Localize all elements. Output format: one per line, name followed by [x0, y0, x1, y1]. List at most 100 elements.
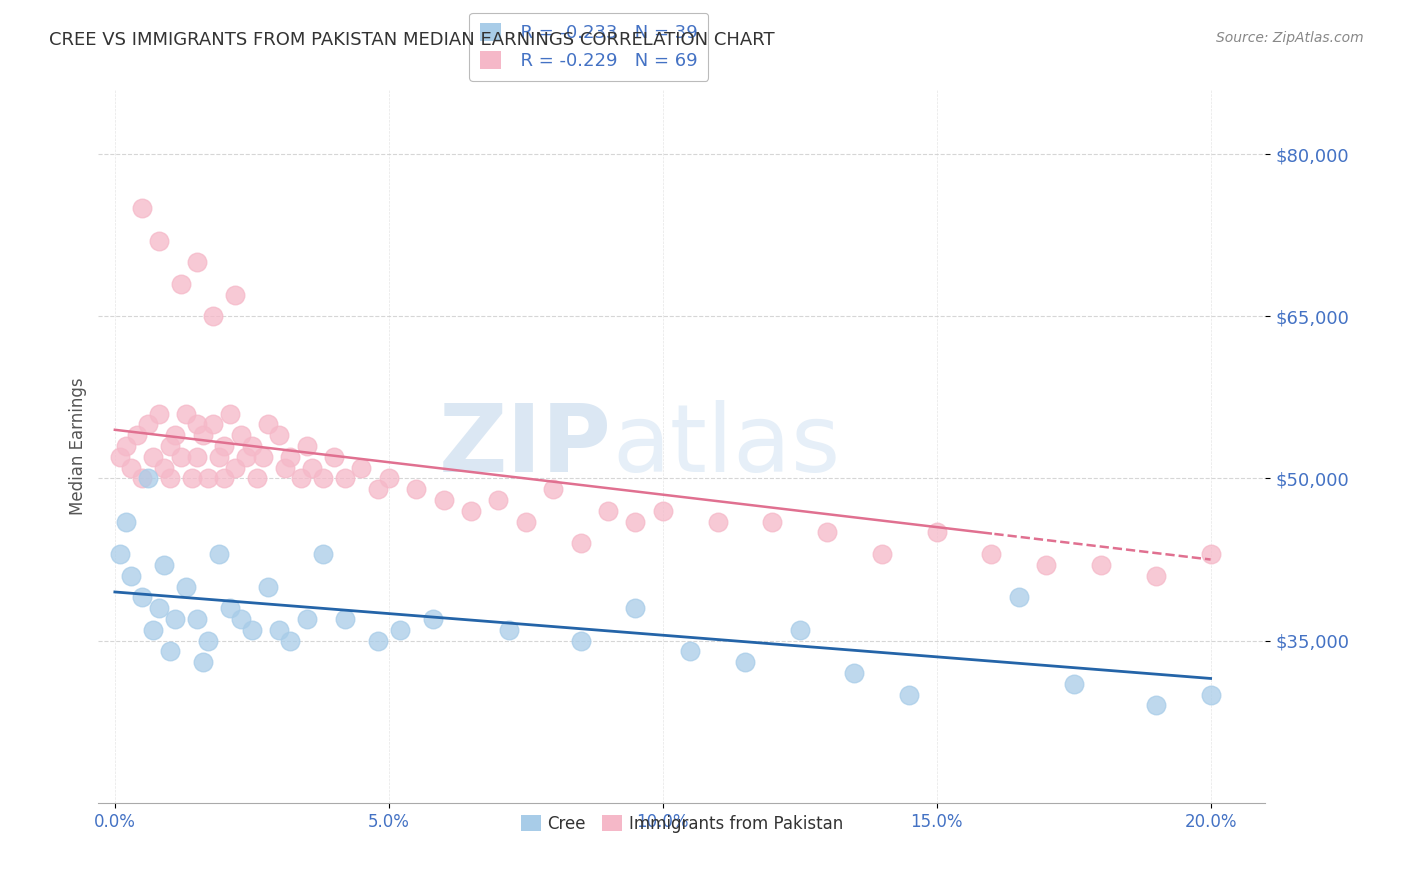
Point	[980, 547, 1002, 561]
Text: Source: ZipAtlas.com: Source: ZipAtlas.com	[1216, 31, 1364, 45]
Point	[191, 428, 214, 442]
Point	[224, 287, 246, 301]
Point	[114, 515, 136, 529]
Point	[202, 310, 225, 324]
Point	[515, 515, 537, 529]
Point	[131, 471, 153, 485]
Point	[142, 623, 165, 637]
Point	[1008, 591, 1031, 605]
Point	[110, 547, 132, 561]
Point	[761, 515, 783, 529]
Point	[136, 471, 159, 485]
Point	[388, 623, 411, 637]
Point	[169, 450, 191, 464]
Point	[312, 547, 335, 561]
Point	[1199, 688, 1222, 702]
Point	[208, 547, 231, 561]
Point	[323, 450, 346, 464]
Point	[229, 428, 252, 442]
Point	[153, 558, 176, 572]
Point	[706, 515, 728, 529]
Point	[219, 407, 242, 421]
Point	[844, 666, 866, 681]
Point	[1035, 558, 1057, 572]
Point	[197, 633, 219, 648]
Point	[224, 460, 246, 475]
Point	[131, 201, 153, 215]
Point	[120, 568, 142, 582]
Point	[153, 460, 176, 475]
Point	[405, 482, 427, 496]
Point	[186, 417, 208, 432]
Point	[1199, 547, 1222, 561]
Point	[301, 460, 323, 475]
Point	[120, 460, 142, 475]
Point	[148, 407, 170, 421]
Point	[734, 655, 756, 669]
Point	[186, 612, 208, 626]
Point	[569, 536, 592, 550]
Point	[1144, 568, 1167, 582]
Point	[278, 633, 301, 648]
Point	[295, 439, 318, 453]
Y-axis label: Median Earnings: Median Earnings	[69, 377, 87, 515]
Point	[159, 439, 181, 453]
Text: ZIP: ZIP	[439, 400, 612, 492]
Point	[596, 504, 619, 518]
Point	[257, 580, 280, 594]
Point	[229, 612, 252, 626]
Point	[486, 493, 509, 508]
Point	[624, 601, 647, 615]
Point	[240, 439, 263, 453]
Point	[432, 493, 454, 508]
Point	[186, 450, 208, 464]
Point	[350, 460, 373, 475]
Point	[197, 471, 219, 485]
Text: atlas: atlas	[612, 400, 841, 492]
Point	[422, 612, 444, 626]
Point	[273, 460, 295, 475]
Point	[252, 450, 274, 464]
Point	[378, 471, 401, 485]
Point	[186, 255, 208, 269]
Point	[235, 450, 257, 464]
Point	[148, 601, 170, 615]
Point	[131, 591, 153, 605]
Point	[125, 428, 148, 442]
Point	[1063, 677, 1085, 691]
Point	[898, 688, 921, 702]
Point	[498, 623, 520, 637]
Point	[789, 623, 811, 637]
Point	[569, 633, 592, 648]
Point	[219, 601, 242, 615]
Point	[815, 525, 838, 540]
Point	[333, 471, 356, 485]
Point	[180, 471, 202, 485]
Point	[214, 439, 236, 453]
Point	[624, 515, 647, 529]
Point	[1144, 698, 1167, 713]
Point	[333, 612, 356, 626]
Point	[679, 644, 702, 658]
Point	[278, 450, 301, 464]
Point	[208, 450, 231, 464]
Point	[174, 407, 197, 421]
Point	[114, 439, 136, 453]
Point	[159, 471, 181, 485]
Point	[110, 450, 132, 464]
Point	[257, 417, 280, 432]
Point	[541, 482, 564, 496]
Point	[202, 417, 225, 432]
Point	[269, 428, 291, 442]
Point	[191, 655, 214, 669]
Point	[142, 450, 165, 464]
Point	[165, 612, 187, 626]
Point	[240, 623, 263, 637]
Point	[1090, 558, 1112, 572]
Point	[214, 471, 236, 485]
Point	[169, 277, 191, 291]
Point	[174, 580, 197, 594]
Point	[295, 612, 318, 626]
Point	[246, 471, 269, 485]
Point	[870, 547, 893, 561]
